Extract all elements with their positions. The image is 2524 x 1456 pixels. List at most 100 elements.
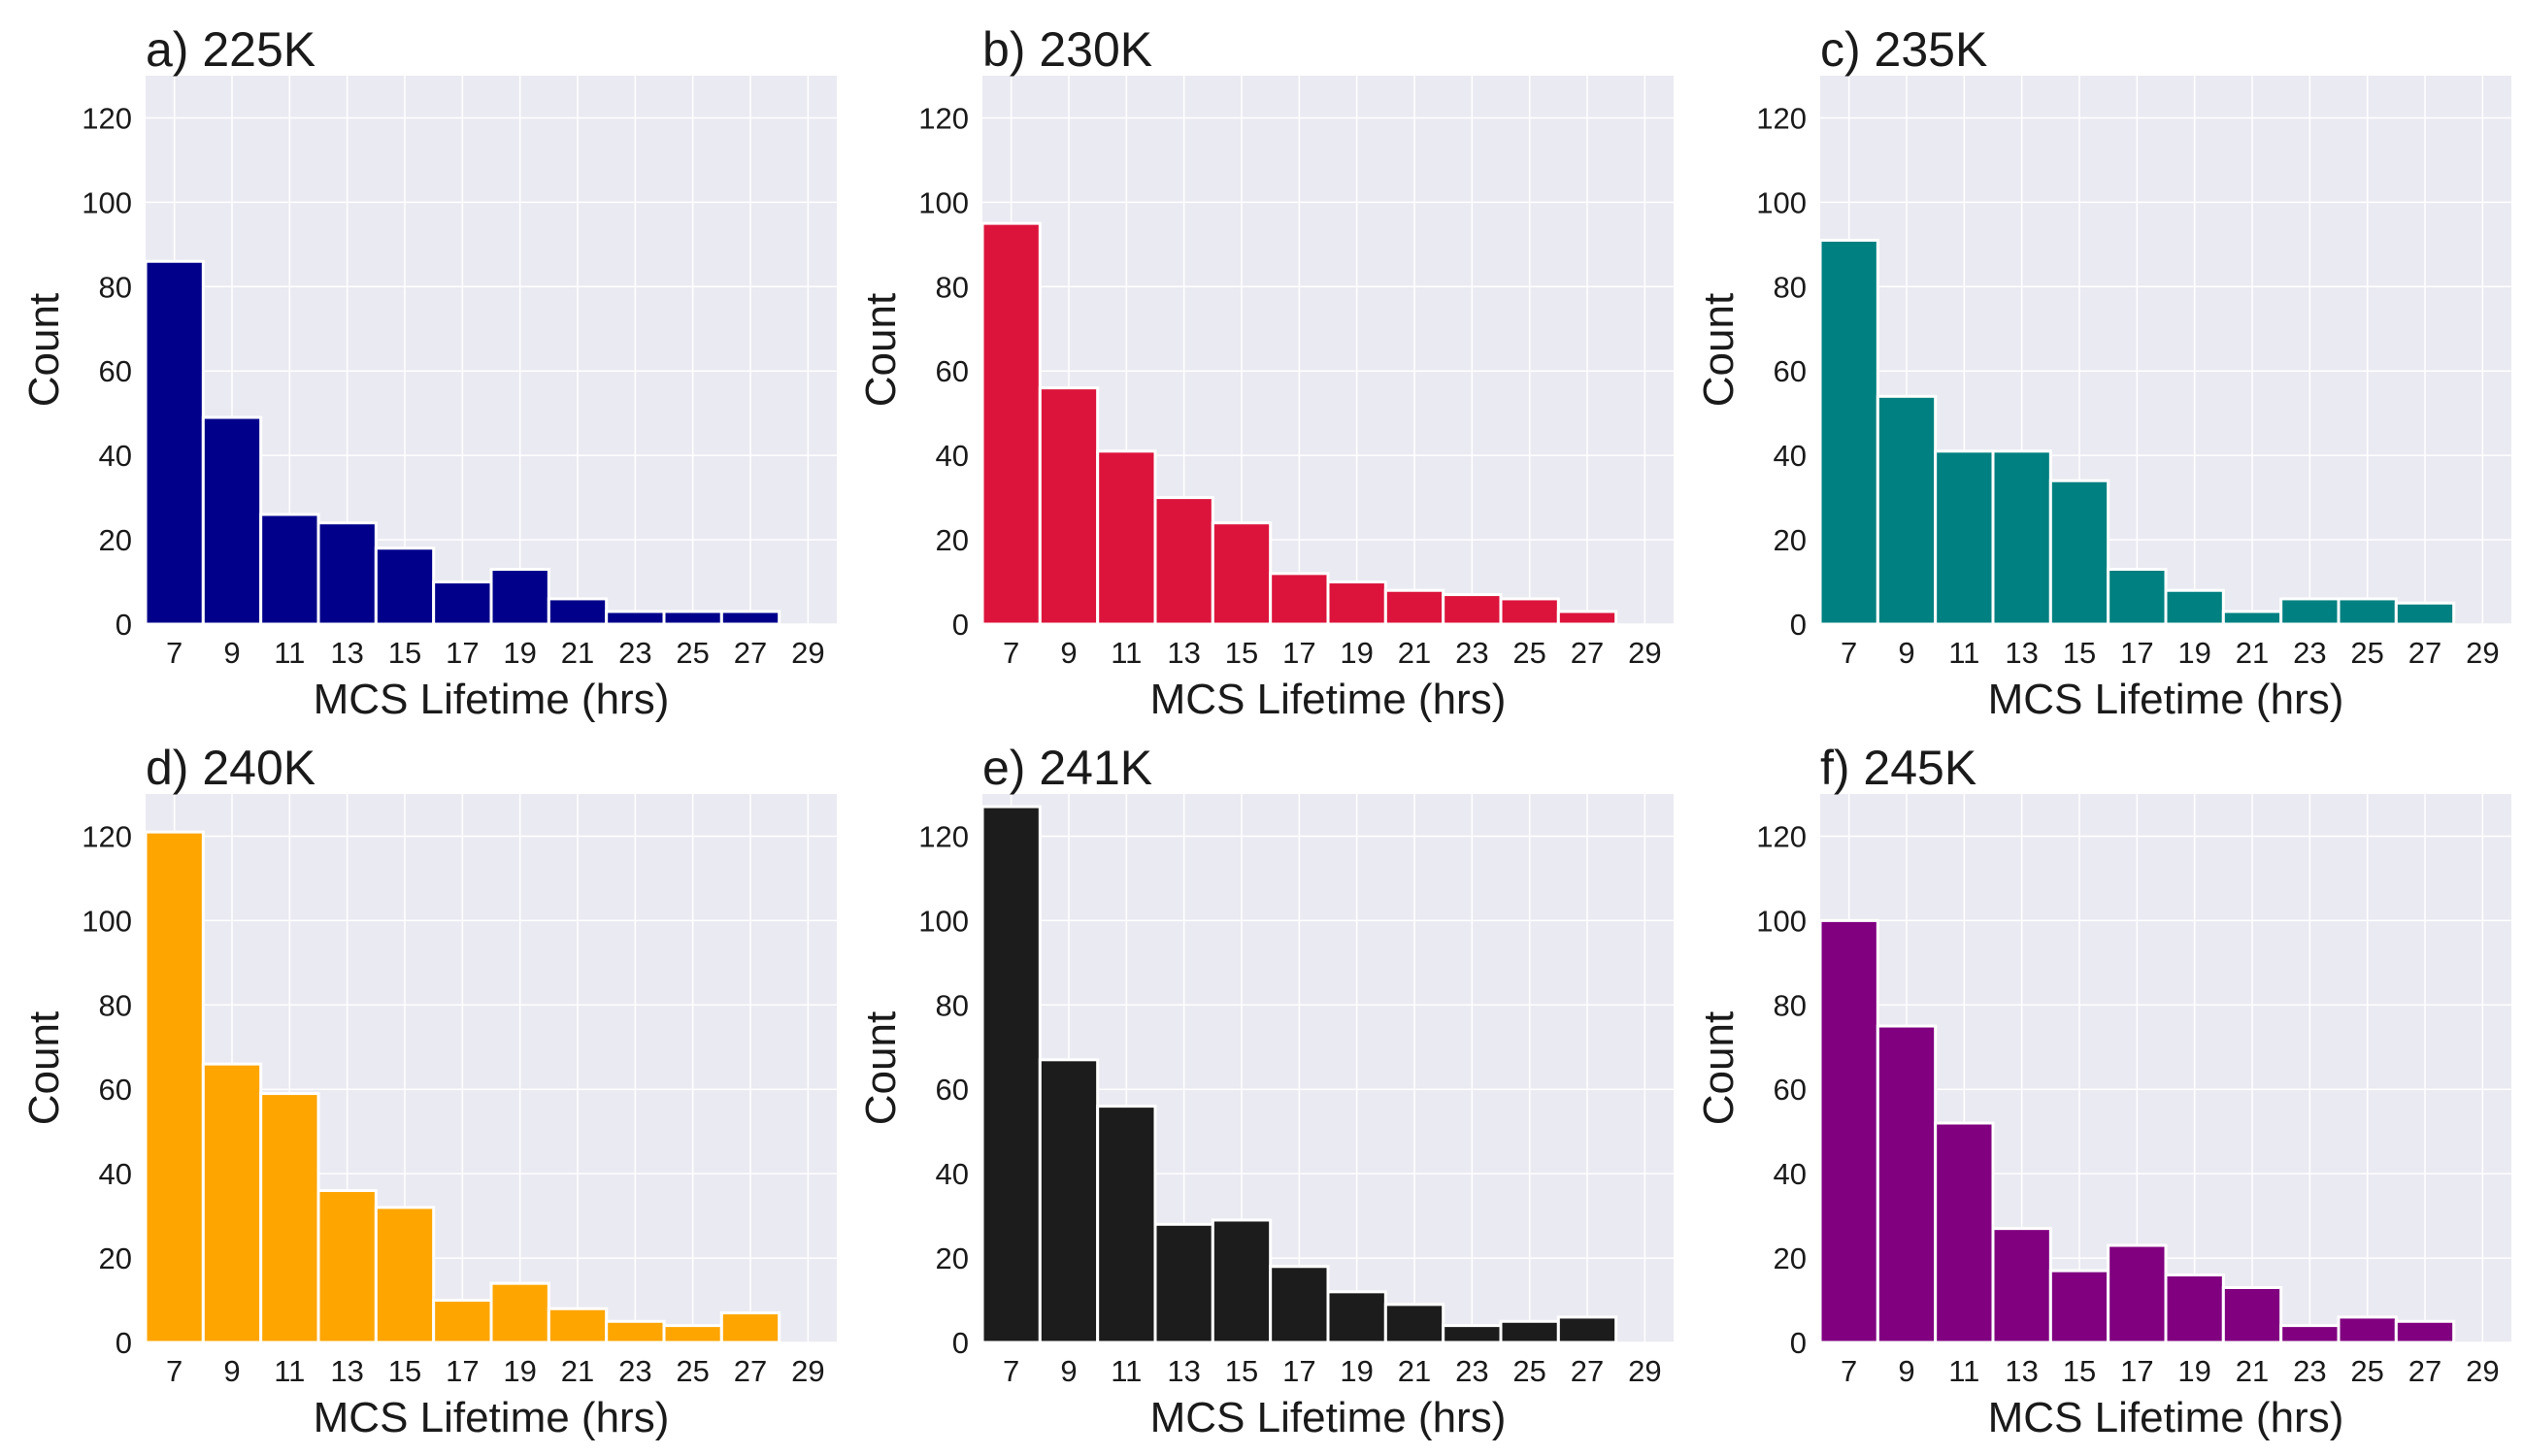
y-tick-label: 80 — [936, 988, 969, 1022]
x-tick-label: 7 — [1003, 1354, 1019, 1388]
x-axis-label: MCS Lifetime (hrs) — [1150, 676, 1507, 723]
bar — [2394, 601, 2456, 626]
y-tick-label: 120 — [82, 101, 132, 135]
bar — [2394, 1319, 2456, 1344]
chart-panel-2: 0 20 40 60 80 100 120 7 9 11 13 15 17 19 21 23 25 27 29 MCS… — [857, 22, 1674, 723]
x-tick-label: 23 — [618, 1354, 651, 1388]
bar — [432, 580, 493, 626]
bar — [547, 597, 609, 626]
bar — [1876, 1024, 1938, 1344]
bar — [1556, 610, 1618, 626]
x-tick-label: 29 — [791, 636, 824, 670]
x-tick-label: 19 — [2177, 1354, 2210, 1388]
bar — [2048, 479, 2110, 626]
x-tick-label: 9 — [1898, 1354, 1914, 1388]
x-tick-label: 15 — [388, 636, 421, 670]
bar — [2221, 1286, 2283, 1344]
chart-title: d) 240K — [146, 741, 316, 795]
bar — [547, 1307, 609, 1344]
y-tick-label: 100 — [918, 185, 969, 219]
x-tick-label: 29 — [1628, 1354, 1661, 1388]
x-tick-label: 29 — [791, 1354, 824, 1388]
bar — [1499, 597, 1560, 626]
x-tick-label: 11 — [1948, 636, 1979, 670]
y-tick-label: 100 — [1756, 904, 1807, 938]
x-axis-label: MCS Lifetime (hrs) — [1150, 1394, 1507, 1441]
x-tick-label: 7 — [1841, 636, 1857, 670]
y-tick-label: 60 — [936, 1073, 969, 1107]
x-tick-label: 21 — [1398, 1354, 1431, 1388]
bar — [2164, 1273, 2225, 1344]
y-axis-label: Count — [857, 293, 905, 407]
x-tick-label: 23 — [1455, 636, 1488, 670]
x-tick-label: 17 — [446, 1354, 479, 1388]
y-tick-label: 60 — [99, 354, 132, 388]
bar — [2279, 597, 2341, 626]
y-tick-label: 40 — [936, 439, 969, 473]
bar — [1818, 918, 1879, 1344]
bar — [2107, 568, 2168, 626]
x-tick-label: 25 — [2350, 636, 2383, 670]
x-tick-label: 7 — [1841, 1354, 1857, 1388]
bar — [2279, 1324, 2341, 1344]
y-tick-label: 20 — [936, 523, 969, 557]
bar — [259, 1092, 320, 1344]
x-tick-label: 21 — [561, 636, 594, 670]
bar — [1269, 1265, 1330, 1344]
x-axis-label: MCS Lifetime (hrs) — [314, 676, 670, 723]
y-tick-label: 60 — [99, 1073, 132, 1107]
x-tick-label: 17 — [1282, 1354, 1315, 1388]
bar — [259, 513, 320, 626]
y-tick-label: 120 — [918, 819, 969, 853]
bar — [1038, 386, 1100, 626]
bar — [1038, 1058, 1100, 1344]
chart-title: a) 225K — [146, 22, 316, 77]
bar — [605, 610, 666, 626]
x-tick-label: 9 — [223, 636, 240, 670]
x-tick-label: 19 — [2177, 636, 2210, 670]
chart-panel-6: 0 20 40 60 80 100 120 7 9 11 13 15 17 19 21 23 25 27 29 MCS… — [1695, 741, 2511, 1441]
x-tick-label: 13 — [2005, 636, 2038, 670]
x-tick-label: 29 — [2466, 1354, 2499, 1388]
x-tick-label: 27 — [2408, 636, 2441, 670]
chart-title: c) 235K — [1820, 22, 1987, 77]
bar — [1991, 1227, 2052, 1344]
x-tick-label: 21 — [2236, 636, 2269, 670]
bar — [432, 1299, 493, 1344]
x-tick-label: 17 — [446, 636, 479, 670]
bar — [719, 610, 781, 626]
bar — [489, 1281, 550, 1344]
y-tick-label: 20 — [1774, 1241, 1807, 1275]
x-tick-label: 9 — [223, 1354, 240, 1388]
bar — [1442, 593, 1503, 626]
bar — [1211, 521, 1273, 626]
x-tick-label: 11 — [1948, 1354, 1979, 1388]
y-tick-label: 40 — [1774, 1157, 1807, 1191]
x-tick-label: 23 — [1455, 1354, 1488, 1388]
y-tick-label: 0 — [1790, 1326, 1807, 1360]
y-tick-label: 80 — [936, 270, 969, 304]
x-tick-label: 15 — [1225, 636, 1258, 670]
bar — [144, 830, 205, 1344]
x-tick-label: 7 — [1003, 636, 1019, 670]
y-tick-label: 20 — [936, 1241, 969, 1275]
chart-title: e) 241K — [982, 741, 1152, 795]
bar — [374, 1206, 436, 1344]
bar — [2221, 610, 2283, 626]
y-tick-label: 0 — [952, 1326, 969, 1360]
x-tick-label: 15 — [1225, 1354, 1258, 1388]
x-tick-label: 15 — [2063, 636, 2096, 670]
bar — [1153, 1222, 1214, 1344]
y-tick-label: 40 — [936, 1157, 969, 1191]
x-tick-label: 19 — [503, 1354, 536, 1388]
x-axis-label: MCS Lifetime (hrs) — [1988, 676, 2344, 723]
x-tick-label: 9 — [1060, 636, 1077, 670]
bar — [1211, 1218, 1273, 1344]
x-tick-label: 23 — [2293, 636, 2326, 670]
bar — [1556, 1315, 1618, 1344]
bar — [1326, 1290, 1387, 1344]
x-tick-label: 23 — [618, 636, 651, 670]
x-tick-label: 17 — [2120, 636, 2153, 670]
bar — [1934, 449, 1995, 626]
bar — [1383, 588, 1445, 626]
